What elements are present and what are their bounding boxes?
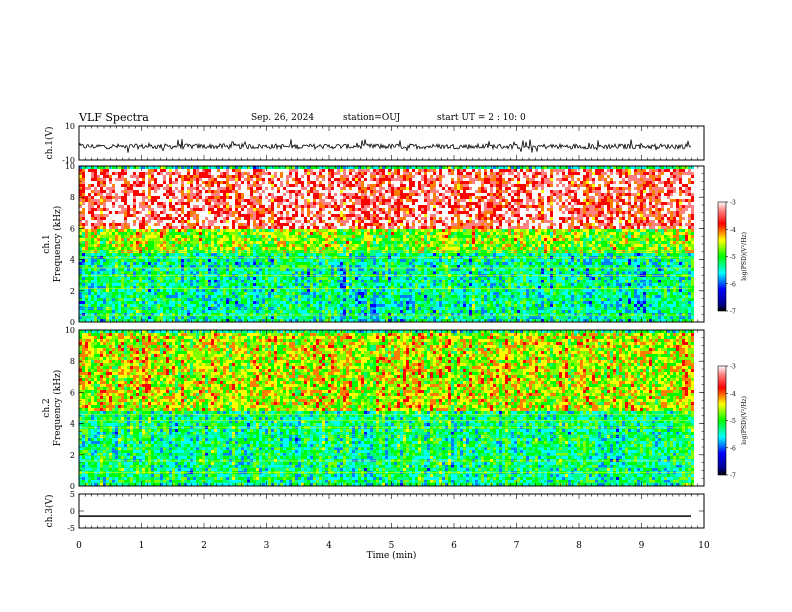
y-tick-label-3: 2 bbox=[70, 451, 75, 460]
y-tick-label-4: 5 bbox=[70, 490, 75, 499]
colorbar-tick-3: -5 bbox=[730, 418, 736, 425]
ch2-spectrogram bbox=[79, 330, 694, 486]
x-tick-label: 2 bbox=[201, 541, 207, 551]
y-tick-label-1: 10 bbox=[65, 122, 75, 131]
y-tick-label-2: 6 bbox=[70, 224, 75, 233]
x-tick-label: 10 bbox=[698, 541, 710, 551]
panel-frame-1 bbox=[78, 125, 705, 161]
date-label: Sep. 26, 2024 bbox=[251, 113, 314, 123]
colorbar-2 bbox=[717, 201, 727, 312]
y-axis-prefix-2: ch.1 bbox=[42, 234, 52, 253]
y-axis-label-3: Frequency (kHz) bbox=[52, 370, 63, 447]
y-tick-label-4: 0 bbox=[70, 507, 75, 516]
y-tick-label-2: 8 bbox=[70, 193, 75, 202]
x-tick-label: 9 bbox=[639, 541, 645, 551]
x-tick-label: 3 bbox=[264, 541, 270, 551]
x-axis-label: Time (min) bbox=[367, 550, 417, 561]
x-tick-label: 0 bbox=[76, 541, 82, 551]
y-tick-label-2: 4 bbox=[70, 256, 75, 265]
x-tick-label: 4 bbox=[326, 541, 332, 551]
y-axis-label-4: ch.3(V) bbox=[44, 495, 55, 528]
y-tick-label-3: 10 bbox=[65, 326, 75, 335]
x-tick-label: 1 bbox=[139, 541, 145, 551]
y-tick-label-3: 0 bbox=[70, 482, 75, 491]
x-tick-label: 7 bbox=[514, 541, 520, 551]
y-tick-label-2: 2 bbox=[70, 287, 75, 296]
colorbar-tick-3: -3 bbox=[730, 364, 736, 371]
colorbar-tick-2: -3 bbox=[730, 200, 736, 207]
start-ut-label: start UT = 2 : 10: 0 bbox=[437, 113, 526, 123]
y-tick-label-4: -5 bbox=[67, 524, 75, 533]
y-axis-prefix-3: ch.2 bbox=[42, 398, 52, 417]
colorbar-3 bbox=[717, 365, 727, 476]
chart-title: VLF Spectra bbox=[79, 111, 149, 124]
colorbar-label-3: log(PSD)(V²/Hz) bbox=[741, 396, 748, 445]
colorbar-tick-3: -6 bbox=[730, 445, 736, 452]
colorbar-label-2: log(PSD)(V²/Hz) bbox=[741, 232, 748, 281]
colorbar-tick-3: -7 bbox=[730, 473, 736, 480]
panel-frame-4 bbox=[78, 493, 705, 529]
y-tick-label-1: -10 bbox=[62, 156, 75, 165]
colorbar-tick-2: -6 bbox=[730, 281, 736, 288]
y-axis-label-2: Frequency (kHz) bbox=[52, 206, 63, 283]
colorbar-tick-2: -5 bbox=[730, 254, 736, 261]
x-tick-label: 8 bbox=[576, 541, 582, 551]
ch1-waveform bbox=[78, 139, 692, 153]
x-tick-label: 5 bbox=[389, 541, 395, 551]
colorbar-tick-2: -4 bbox=[730, 227, 736, 234]
y-tick-label-2: 0 bbox=[70, 318, 75, 327]
y-tick-label-3: 4 bbox=[70, 420, 75, 429]
x-tick-label: 6 bbox=[451, 541, 457, 551]
ch1-spectrogram bbox=[79, 166, 694, 322]
y-tick-label-2: 10 bbox=[65, 162, 75, 171]
colorbar-tick-2: -7 bbox=[730, 309, 736, 316]
y-axis-label-1: ch.1(V) bbox=[44, 127, 55, 160]
y-tick-label-3: 8 bbox=[70, 357, 75, 366]
y-tick-label-3: 6 bbox=[70, 388, 75, 397]
station-label: station=OUJ bbox=[343, 113, 400, 123]
colorbar-tick-3: -4 bbox=[730, 391, 736, 398]
